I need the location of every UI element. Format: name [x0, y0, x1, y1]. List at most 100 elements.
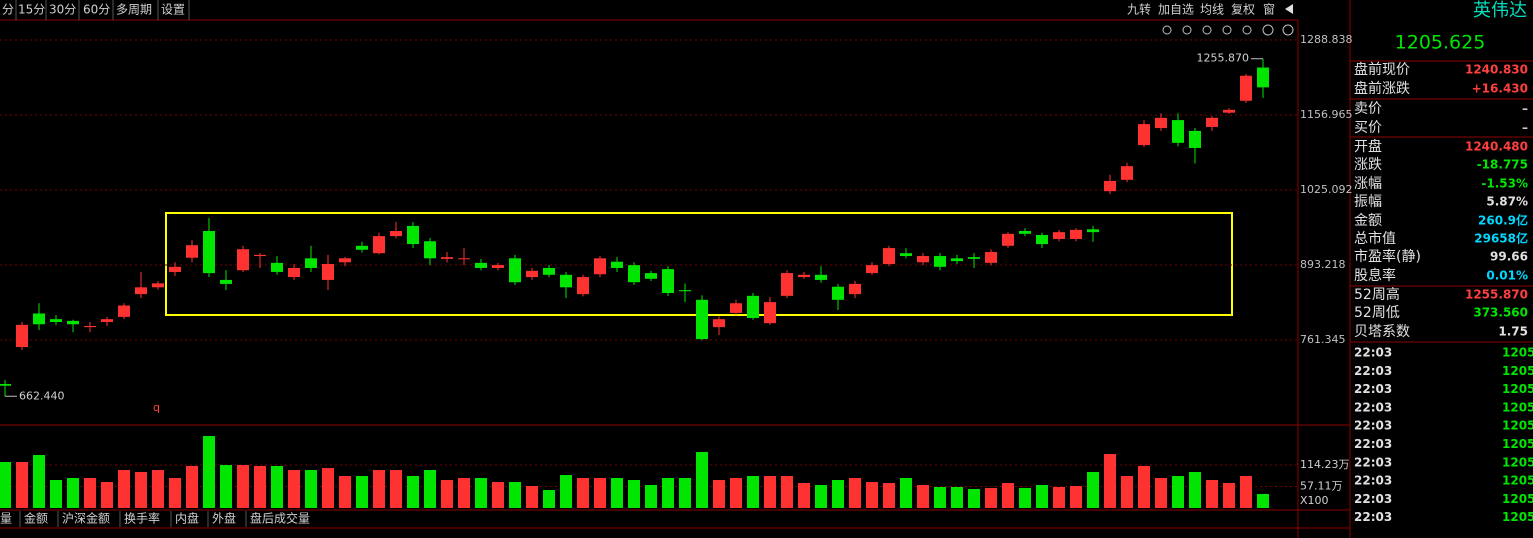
volume-bar [169, 477, 181, 508]
volume-bar [526, 486, 538, 508]
indicator-tab[interactable]: 内盘 [175, 511, 199, 526]
tick-price: 1205 [1502, 364, 1533, 378]
candle-body [152, 283, 164, 288]
indicator-tab[interactable]: 换手率 [124, 511, 160, 526]
candle-body [16, 324, 28, 348]
quote-value: 1255.870 [1465, 288, 1528, 302]
toolbar-button[interactable]: 15分 [18, 3, 45, 17]
quote-label: 总市值 [1354, 230, 1396, 247]
quote-value: 5.87% [1486, 195, 1528, 209]
candle-body [1257, 67, 1269, 88]
toolbar-button[interactable]: 设置 [161, 3, 185, 17]
volume-bar [866, 481, 878, 508]
indicator-tab[interactable]: 沪深金额 [62, 511, 110, 526]
volume-bar [288, 470, 300, 508]
candle-body [1087, 229, 1099, 233]
toolbar-button[interactable]: 30分 [49, 3, 76, 17]
volume-bar [747, 476, 759, 508]
candle-body [730, 303, 742, 313]
tick-time: 22:03 [1354, 400, 1392, 414]
zoom-in[interactable] [1262, 24, 1274, 36]
quote-label: 52周高 [1354, 286, 1400, 303]
quote-value: – [1522, 102, 1528, 116]
toolbar-button[interactable]: 分 [2, 3, 14, 17]
volume-bar [1019, 488, 1031, 508]
indicator-tab[interactable]: 外盘 [212, 511, 236, 526]
volume-bar [1172, 476, 1184, 508]
collapse-icon[interactable] [1285, 4, 1293, 14]
candle-body [101, 319, 113, 323]
icon[interactable] [1182, 25, 1192, 35]
toolbar-button[interactable]: 加自选 [1158, 3, 1194, 17]
quote-label: 贝塔系数 [1354, 324, 1410, 340]
volume-bar [1223, 483, 1235, 508]
candle-body [356, 245, 368, 250]
indicator-tab[interactable]: 金额 [24, 511, 48, 526]
icon[interactable] [1202, 25, 1212, 35]
toolbar-button[interactable]: 窗 [1263, 3, 1275, 17]
volume-bar [662, 477, 674, 508]
quote-value: 0.01% [1486, 269, 1528, 283]
quote-label: 涨幅 [1354, 176, 1382, 192]
quote-label: 股息率 [1354, 267, 1396, 284]
quote-label: 52周低 [1354, 305, 1400, 321]
candle-body [509, 258, 521, 283]
volume-bar [968, 488, 980, 508]
toolbar-button[interactable]: 复权 [1231, 3, 1255, 17]
volume-bar [628, 479, 640, 508]
toolbar-button[interactable]: 均线 [1200, 3, 1224, 17]
volume-bar [781, 476, 793, 508]
volume-bar [917, 485, 929, 508]
candle-body [1155, 117, 1167, 129]
quote-label: 振幅 [1354, 194, 1382, 210]
candle-body [917, 256, 929, 263]
y-tick-label: 1025.092 [1300, 183, 1353, 196]
tick-price: 1205 [1502, 437, 1533, 451]
candle-body [815, 274, 827, 280]
candle-body [1223, 109, 1235, 113]
volume-bar [1206, 479, 1218, 508]
tick-price: 1205 [1502, 382, 1533, 396]
volume-bar [50, 479, 62, 508]
zoom-out[interactable] [1282, 24, 1294, 36]
indicator-tab[interactable]: 盘后成交量 [250, 511, 310, 526]
toolbar-button[interactable]: 60分 [83, 3, 110, 17]
toolbar-button[interactable]: 九转 [1127, 2, 1151, 17]
volume-bar [390, 470, 402, 508]
candle-body [1189, 130, 1201, 148]
candle-body [339, 258, 351, 263]
volume-bar [407, 476, 419, 508]
volume-bar [203, 436, 215, 508]
volume-bar [84, 477, 96, 508]
candle-body [934, 256, 946, 267]
icon[interactable] [1242, 25, 1252, 35]
quote-label: 盘前涨跌 [1354, 80, 1410, 97]
volume-bar [475, 477, 487, 508]
volume-bar [322, 468, 334, 508]
icon[interactable] [1162, 25, 1172, 35]
candle-body [747, 295, 759, 319]
volume-bar [577, 477, 589, 508]
candle-body [424, 241, 436, 259]
candle-body [220, 279, 232, 284]
candle-body [67, 320, 79, 325]
tick-time: 22:03 [1354, 474, 1392, 488]
quote-value: 260.9亿 [1478, 213, 1528, 228]
icon[interactable] [1222, 25, 1232, 35]
view-icons [1162, 24, 1294, 36]
volume-bar [1104, 454, 1116, 508]
tick-time: 22:03 [1354, 346, 1392, 360]
candle-body [441, 257, 453, 259]
candle-body [407, 225, 419, 245]
tick-price: 1205 [1502, 419, 1533, 433]
unit-label: X100 [1300, 494, 1329, 507]
volume-bar [1257, 493, 1269, 508]
volume-bar [849, 477, 861, 508]
volume-bar [356, 476, 368, 508]
volume-bar [1155, 477, 1167, 508]
quote-value: 1240.830 [1465, 63, 1528, 77]
candle-body [237, 249, 249, 271]
toolbar-button[interactable]: 多周期 [116, 3, 152, 17]
indicator-tab[interactable]: 量 [0, 512, 12, 526]
volume-bar [509, 481, 521, 508]
